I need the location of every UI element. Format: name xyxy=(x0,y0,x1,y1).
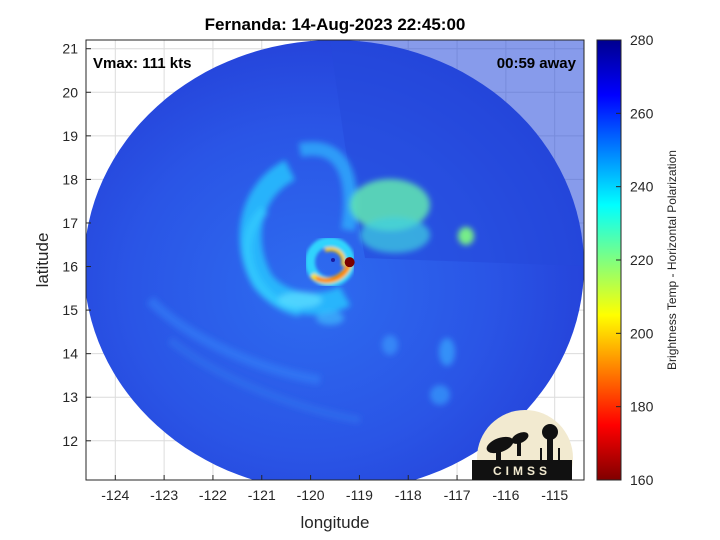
colorbar-tick-label: 280 xyxy=(630,32,654,48)
x-tick-label: -118 xyxy=(395,487,422,503)
vmax-label: Vmax: 111 kts xyxy=(93,55,191,72)
colorbar-tick-label: 220 xyxy=(630,252,654,268)
time-away-label: 00:59 away xyxy=(497,55,577,72)
colorbar-label: Brightness Temp - Horizontal Polarizatio… xyxy=(665,150,679,370)
brightness-temperature-swath xyxy=(86,40,584,480)
y-axis-ticks: 12 13 14 15 16 17 18 19 20 21 xyxy=(62,41,91,449)
x-tick-label: -119 xyxy=(346,487,373,503)
colorbar-tick-label: 260 xyxy=(630,105,654,121)
y-tick-label: 14 xyxy=(62,346,78,362)
rain-bands xyxy=(146,141,474,424)
storm-eye xyxy=(344,257,355,268)
x-axis-label: longitude xyxy=(300,513,369,532)
y-tick-label: 12 xyxy=(62,433,78,449)
y-tick-label: 20 xyxy=(62,84,78,100)
cimss-logo: CIMSS xyxy=(472,410,573,480)
colorbar-tick-label: 160 xyxy=(630,472,654,488)
colorbar-tick-label: 180 xyxy=(630,399,654,415)
colorbar-tick-label: 200 xyxy=(630,325,654,341)
logo-text: CIMSS xyxy=(493,464,551,478)
x-tick-label: -123 xyxy=(150,487,178,503)
colorbar-ticks: 160 180 200 220 240 260 280 xyxy=(616,32,654,488)
y-tick-label: 13 xyxy=(62,389,78,405)
x-axis-ticks: -124 -123 -122 -121 -120 -119 -118 -117 -116 -115 xyxy=(101,475,568,503)
x-tick-label: -122 xyxy=(199,487,227,503)
y-tick-label: 19 xyxy=(62,128,78,144)
x-tick-label: -121 xyxy=(248,487,276,503)
axes-frame xyxy=(85,39,585,481)
y-tick-label: 21 xyxy=(62,41,78,57)
chart-title: Fernanda: 14-Aug-2023 22:45:00 xyxy=(205,15,466,34)
y-axis-label: latitude xyxy=(33,233,52,288)
x-tick-label: -120 xyxy=(297,487,325,503)
y-tick-label: 17 xyxy=(62,215,78,231)
x-tick-label: -115 xyxy=(541,487,568,503)
x-tick-label: -124 xyxy=(101,487,129,503)
y-tick-label: 16 xyxy=(62,259,78,275)
y-tick-label: 18 xyxy=(62,171,78,187)
colorbar-tick-label: 240 xyxy=(630,179,654,195)
x-tick-label: -117 xyxy=(444,487,471,503)
y-tick-label: 15 xyxy=(62,302,78,318)
x-tick-label: -116 xyxy=(492,487,519,503)
